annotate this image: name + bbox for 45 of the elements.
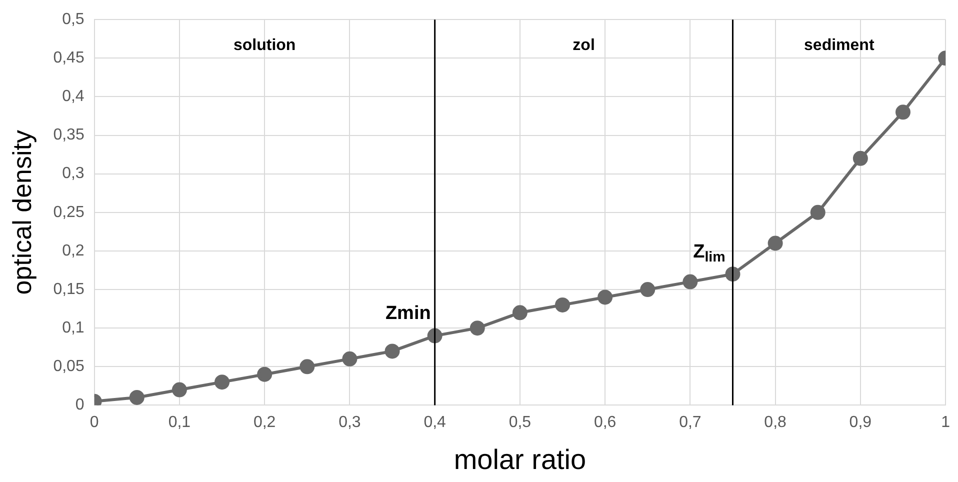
point [300,359,315,374]
point [598,290,613,305]
point [384,344,400,359]
point [257,366,272,382]
point [895,104,910,120]
point [172,382,187,398]
x-tick-label: 0,8 [764,414,787,432]
point [852,150,868,166]
x-tick-label: 0,1 [168,414,191,432]
point [555,297,570,312]
x-tick-label: 1 [941,414,950,432]
y-tick-label: 0 [75,396,84,414]
x-tick-label: 0,5 [508,414,532,432]
x-tick-label: 0,6 [594,414,616,432]
y-tick-label: 0,5 [62,11,84,28]
x-tick-label: 0,9 [849,414,872,432]
annotation: solution [233,37,296,54]
x-tick-label: 0,4 [424,414,446,432]
x-tick-label: 0,7 [679,414,702,432]
point [768,236,783,251]
y-tick-label: 0,25 [53,204,84,221]
point [214,374,230,390]
y-tick-label: 0,3 [62,165,84,182]
point [640,282,656,298]
y-tick-label: 0,4 [62,88,84,106]
point [682,274,698,290]
y-tick-label: 0,1 [62,319,84,336]
point [342,351,358,366]
x-tick-label: 0,2 [253,414,276,432]
point [470,320,485,336]
point [129,390,144,405]
point [512,305,528,320]
y-tick-label: 0,05 [53,358,84,376]
x-axis-title: molar ratio [454,444,586,475]
y-axis-title: optical density [6,130,37,295]
annotation: sediment [804,37,875,54]
y-tick-label: 0,45 [53,50,84,67]
y-tick-label: 0,35 [53,126,84,144]
point [810,204,826,220]
y-tick-label: 0,15 [53,280,84,298]
annotation: zol [572,37,595,54]
annotation: Zmin [385,303,431,324]
x-tick-label: 0,3 [338,414,361,432]
x-tick-label: 0 [90,414,99,432]
y-tick-label: 0,2 [62,242,84,260]
